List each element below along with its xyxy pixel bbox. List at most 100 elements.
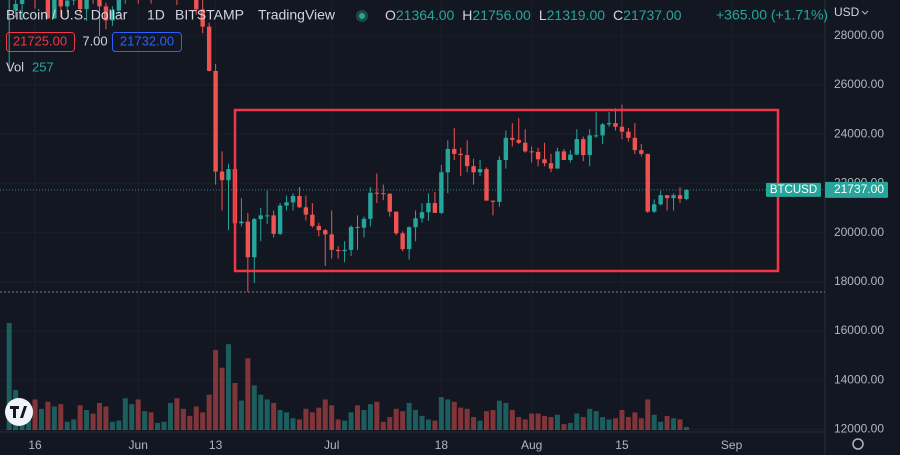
candle-body [329, 234, 334, 250]
x-tick-label: 15 [615, 438, 629, 452]
volume-bar [651, 414, 657, 430]
x-tick-label: 18 [435, 438, 449, 452]
candle-body [387, 193, 392, 212]
interval[interactable]: 1D [147, 7, 165, 23]
volume-bar [296, 419, 302, 430]
volume-bar [451, 401, 457, 430]
logo[interactable] [5, 398, 33, 426]
bid[interactable]: 21725.00 [13, 33, 67, 48]
ohlc-value: 21364.00 [396, 7, 455, 23]
ohlc-key: O [385, 7, 396, 23]
volume-bar [516, 417, 522, 430]
axes: 12000.00 14000.00 16000.00 18000.00 20000.00… [0, 28, 888, 452]
candle-body [639, 150, 644, 154]
volume-bar [335, 419, 341, 430]
volume-bar [251, 385, 257, 430]
volume-bar [142, 411, 148, 430]
volume-bar [38, 408, 44, 430]
volume-bar [438, 397, 444, 430]
candle-body [652, 204, 657, 212]
ask-box[interactable] [112, 32, 182, 52]
currency[interactable]: USD [834, 5, 860, 19]
volume-bar [606, 419, 612, 430]
logo-mark [10, 406, 27, 418]
candle-body [284, 202, 289, 206]
spread: 7.00 [82, 33, 107, 48]
candle-body [245, 221, 251, 258]
volume-bar [200, 412, 206, 430]
candle-body [310, 214, 315, 226]
candle-body [116, 0, 122, 11]
volume-bar [548, 417, 554, 430]
volume-bar [632, 412, 638, 430]
symbol[interactable]: Bitcoin / U.S. Dollar [6, 7, 128, 23]
candle-body [219, 171, 225, 181]
candle-body [510, 137, 515, 140]
ohlc-value: 21737.00 [623, 7, 682, 23]
volume-bar [290, 418, 296, 430]
candle-body [529, 151, 534, 153]
bid-box[interactable] [6, 32, 75, 52]
price-pane [7, 0, 689, 292]
volume-bar [567, 422, 573, 430]
volume-bar [213, 350, 219, 430]
volume-bar [264, 399, 270, 430]
candle-body [110, 10, 115, 21]
candle-body [239, 221, 244, 224]
volume-bar [51, 406, 57, 430]
candle-body [548, 163, 554, 169]
ohlc-key: C [613, 7, 623, 23]
candle-body [52, 0, 57, 19]
volume-bar [355, 405, 360, 430]
volume-bar [309, 412, 315, 430]
volume-bar [625, 417, 631, 430]
settings-icon[interactable] [852, 438, 864, 450]
volume-bar [503, 402, 509, 430]
candle-body [103, 6, 109, 21]
volume-name: Vol [6, 59, 24, 74]
candle-body [323, 230, 328, 235]
volume-bar [167, 402, 173, 430]
candle-body [297, 195, 302, 208]
candle-body [77, 0, 83, 10]
candle-body [84, 0, 89, 10]
ohlc-value: 21319.00 [547, 7, 606, 23]
x-tick-label: Aug [521, 438, 542, 452]
volume-bar [554, 414, 560, 430]
volume-bar [600, 417, 606, 430]
currency-caret [861, 10, 869, 15]
candle-body [252, 219, 257, 258]
y-tick-label: 16000.00 [834, 323, 884, 337]
volume-bar [348, 412, 354, 430]
candle-body [684, 189, 689, 200]
volume-bar [84, 410, 90, 430]
candle-body [206, 26, 212, 71]
candle-body [568, 154, 573, 160]
candle-body [58, 0, 63, 7]
volume-bar [193, 406, 199, 430]
candle-body [361, 218, 367, 228]
volume-bar [561, 424, 567, 430]
candle-body [342, 249, 347, 252]
candle-body [542, 159, 547, 164]
volume-bar [613, 418, 618, 430]
candle-body [432, 203, 438, 213]
x-tick-label: 16 [28, 438, 42, 452]
candle-body [581, 139, 586, 156]
y-tick-label: 26000.00 [834, 77, 884, 91]
volume-bar [129, 404, 135, 430]
volume-bar [406, 402, 412, 430]
candle-body [65, 0, 70, 7]
volume-bar [342, 420, 348, 430]
volume-bar [445, 399, 451, 430]
volume-bar [432, 420, 438, 430]
volume-bar [284, 412, 290, 430]
volume-bar [303, 408, 309, 430]
volume-bar [226, 344, 231, 430]
ask[interactable]: 21732.00 [120, 33, 174, 48]
volume-bar [477, 420, 483, 430]
volume-bar [574, 413, 580, 430]
candle-body [19, 0, 25, 4]
volume-bar [645, 399, 651, 430]
candle-body [406, 227, 412, 250]
